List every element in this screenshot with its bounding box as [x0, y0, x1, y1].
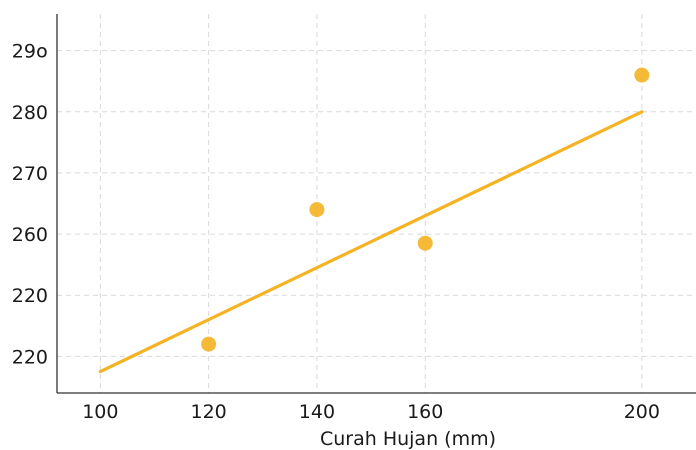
- y-tick-label: 220: [12, 285, 48, 307]
- y-tick-label: 280: [12, 102, 48, 124]
- y-tick-label: 29໐: [12, 41, 48, 63]
- y-tick-label: 260: [12, 224, 48, 246]
- grid: [57, 14, 696, 393]
- y-tick-label: 270: [12, 163, 48, 185]
- x-tick-label: 160: [407, 401, 443, 423]
- data-point: [417, 235, 433, 251]
- data-point: [201, 336, 217, 352]
- x-tick-label: 200: [624, 401, 660, 423]
- x-tick-label: 120: [190, 401, 226, 423]
- x-axis-title: Curah Hujan (mm): [320, 428, 496, 450]
- data-point: [634, 67, 650, 83]
- x-tick-labels: 100 120 140 160 200: [82, 401, 660, 423]
- trend-line: [98, 110, 644, 374]
- data-marks: [98, 67, 650, 374]
- axes: [56, 14, 696, 394]
- x-tick-label: 140: [299, 401, 335, 423]
- y-tick-labels: 220 220 260 270 280 29໐: [12, 41, 48, 369]
- data-point: [309, 202, 325, 218]
- x-tick-label: 100: [82, 401, 118, 423]
- y-tick-label: 220: [12, 346, 48, 368]
